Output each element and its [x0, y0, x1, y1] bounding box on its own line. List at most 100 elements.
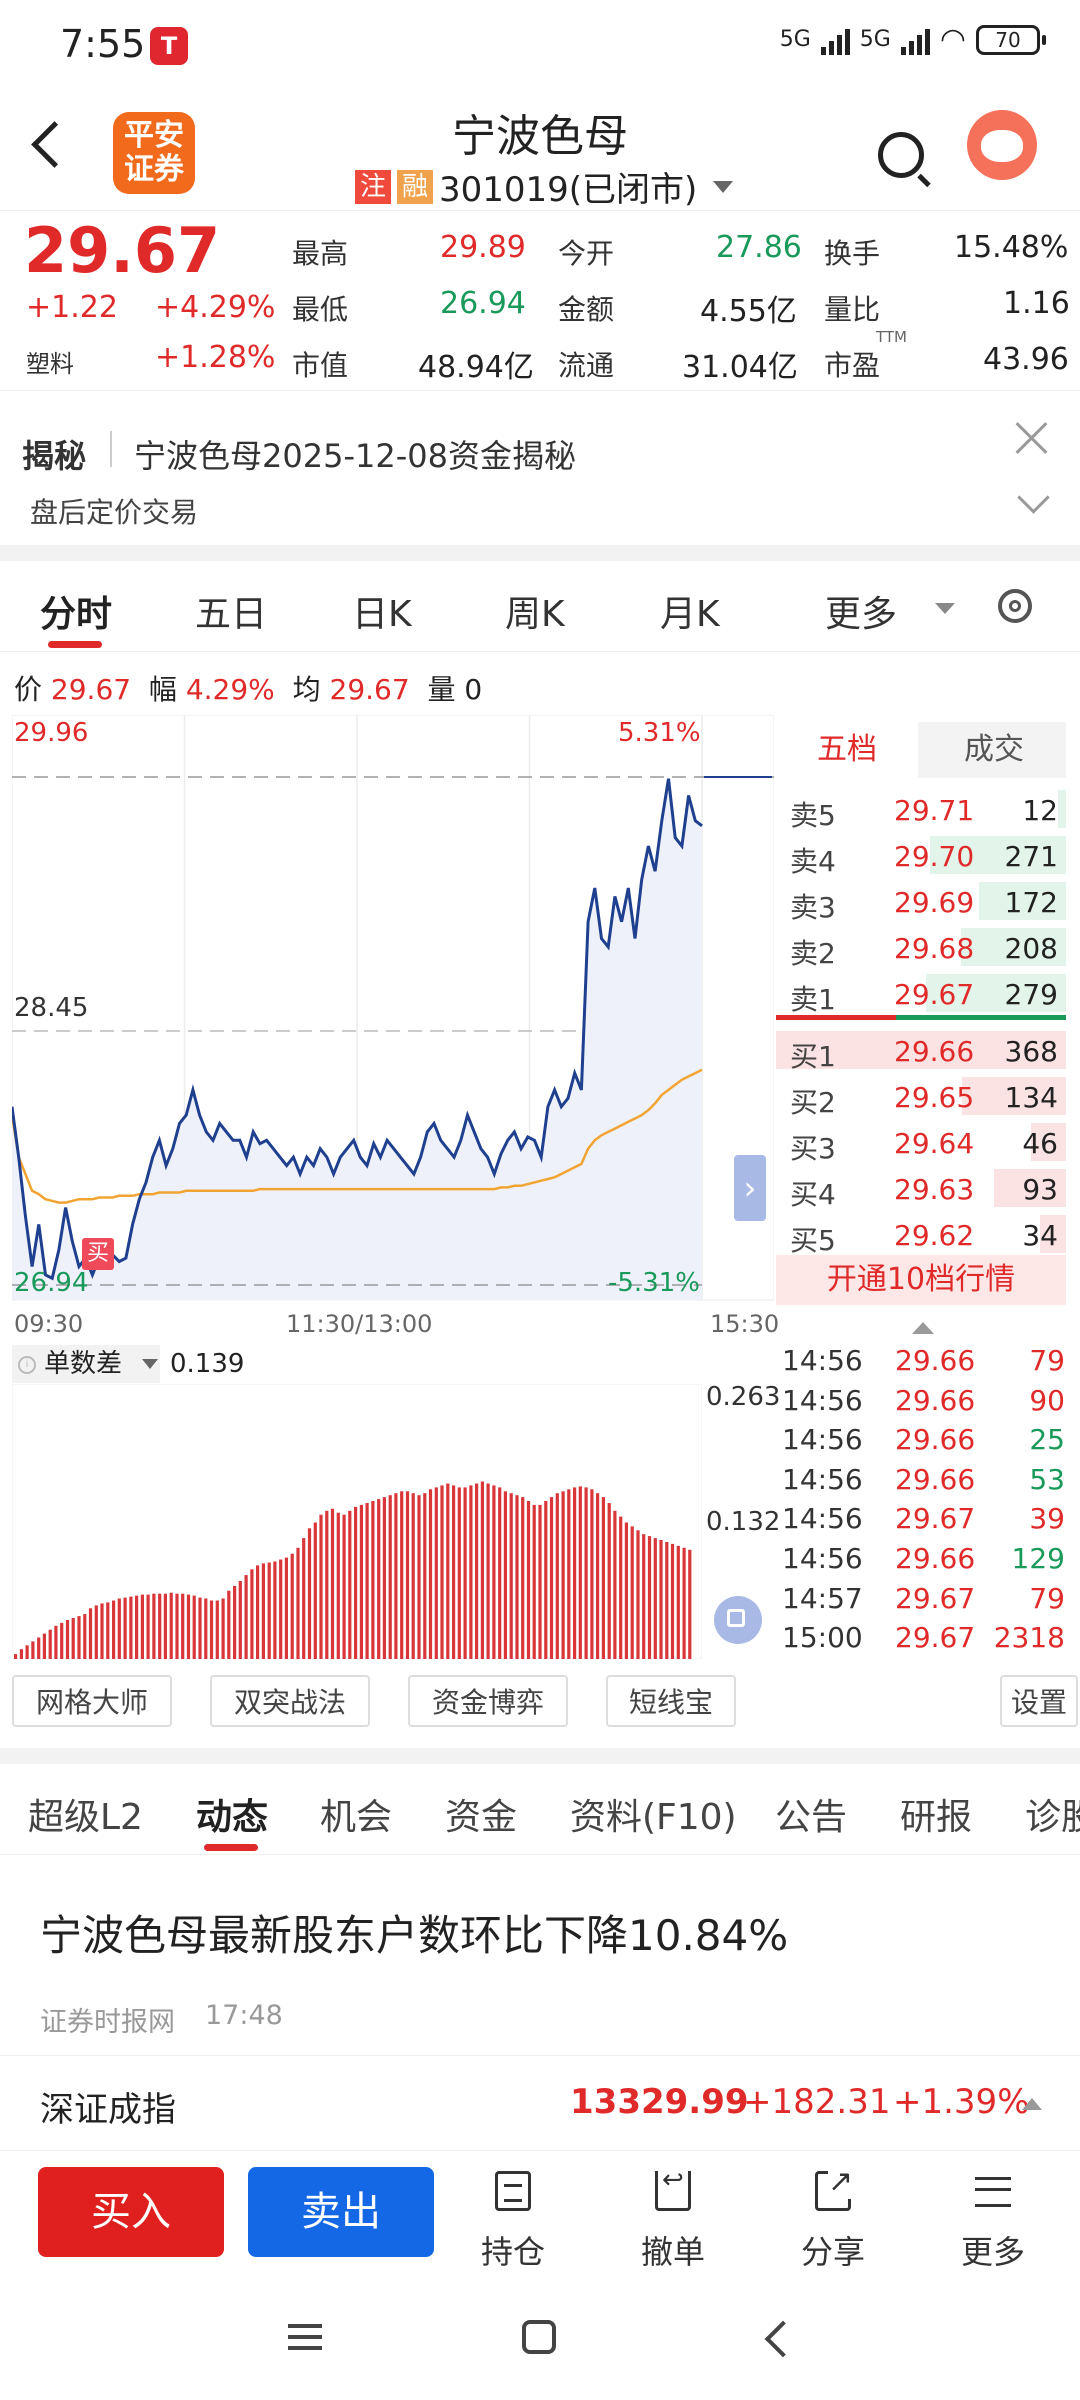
- stock-code-row[interactable]: 注 融 301019(已闭市): [355, 162, 734, 211]
- bid-price: 29.63: [894, 1173, 975, 1206]
- bid-price: 29.66: [894, 1035, 975, 1068]
- buy-button[interactable]: 买入: [38, 2167, 224, 2257]
- nav-back-icon[interactable]: [764, 2320, 802, 2358]
- share-button[interactable]: 分享: [778, 2164, 888, 2271]
- bid-price: 29.64: [894, 1127, 975, 1160]
- tab-daily-k[interactable]: 日K: [352, 594, 412, 635]
- announcement-banner[interactable]: 揭秘 宁波色母2025-12-08资金揭秘 盘后定价交易: [0, 390, 1080, 546]
- open-label: 今开: [558, 237, 615, 270]
- recent-apps-icon[interactable]: [288, 2324, 322, 2350]
- tab-news[interactable]: 动态: [196, 1797, 269, 1838]
- indicator-bar: [302, 1538, 306, 1659]
- ask-depth-bar: [1057, 790, 1066, 828]
- tab-l2[interactable]: 超级L2: [28, 1797, 143, 1838]
- tab-research[interactable]: 研报: [900, 1797, 973, 1838]
- bid-row[interactable]: 买3 29.64 46: [776, 1119, 1066, 1165]
- home-icon[interactable]: [522, 2320, 556, 2354]
- ask-row[interactable]: 卖4 29.70 271: [776, 832, 1066, 878]
- current-price: 29.67: [24, 214, 221, 287]
- indicator-bar: [428, 1489, 433, 1659]
- chevron-down-icon[interactable]: [1017, 481, 1050, 514]
- indicator-bar: [192, 1595, 196, 1659]
- sector-label[interactable]: 塑料: [26, 350, 74, 378]
- chevron-down-icon: [142, 1359, 158, 1369]
- double-break-button[interactable]: 双突战法: [210, 1675, 370, 1727]
- gear-icon[interactable]: [998, 589, 1032, 623]
- status-bar: 7:55 T 5G 5G ◠ 70: [0, 0, 1080, 90]
- grid-master-button[interactable]: 网格大师: [12, 1675, 172, 1727]
- price-value: 29.67: [50, 673, 132, 706]
- ask-row[interactable]: 卖2 29.68 208: [776, 924, 1066, 970]
- bid-row[interactable]: 买4 29.63 93: [776, 1165, 1066, 1211]
- ask-price: 29.70: [894, 840, 975, 873]
- broker-logo[interactable]: 平安证券: [113, 112, 195, 194]
- indicator-bar: [452, 1485, 456, 1659]
- short-term-button[interactable]: 短线宝: [606, 1675, 736, 1727]
- tab-weekly-k[interactable]: 周K: [505, 594, 565, 635]
- indicator-bar: [688, 1549, 692, 1659]
- active-tab-indicator: [204, 1844, 258, 1851]
- tab-monthly-k[interactable]: 月K: [660, 594, 720, 635]
- indicator-bar: [665, 1542, 669, 1659]
- more-button[interactable]: 更多: [938, 2169, 1048, 2271]
- tab-diagnosis[interactable]: 诊股: [1025, 1797, 1080, 1838]
- indicator-chart[interactable]: [12, 1384, 702, 1659]
- tick-volume: 79: [1029, 1344, 1065, 1377]
- announcement-sub[interactable]: 盘后定价交易: [30, 496, 199, 529]
- index-ticker[interactable]: 深证成指 13329.99 +182.31 +1.39%: [0, 2055, 1080, 2150]
- ask-row[interactable]: 卖3 29.69 172: [776, 878, 1066, 924]
- bid-row[interactable]: 买2 29.65 134: [776, 1073, 1066, 1119]
- news-title[interactable]: 宁波色母最新股东户数环比下降10.84%: [40, 1911, 789, 1960]
- indicator-bar: [584, 1487, 588, 1659]
- info-icon[interactable]: i: [18, 1356, 36, 1374]
- tick-price: 29.67: [895, 1502, 976, 1536]
- indicator-bar: [336, 1512, 340, 1659]
- indicator-selector[interactable]: i 单数差: [12, 1345, 160, 1383]
- chevron-up-icon[interactable]: [1022, 2098, 1042, 2110]
- indicator-bar: [400, 1491, 404, 1659]
- tab-deals[interactable]: 成交: [964, 732, 1024, 767]
- bid-depth-bar: [1031, 1123, 1066, 1161]
- ask-qty: 279: [1004, 978, 1058, 1011]
- close-icon[interactable]: [1015, 421, 1049, 455]
- cancel-order-button[interactable]: 撤单: [618, 2165, 728, 2271]
- bid-depth-bar: [961, 1077, 1066, 1115]
- capital-game-button[interactable]: 资金博弈: [408, 1675, 568, 1727]
- tab-five-day[interactable]: 五日: [195, 594, 268, 635]
- tab-f10[interactable]: 资料(F10): [570, 1797, 737, 1838]
- bid-row[interactable]: 买5 29.62 34: [776, 1211, 1066, 1257]
- ask-row[interactable]: 卖5 29.71 12: [776, 786, 1066, 832]
- time-end-label: 15:30: [710, 1310, 780, 1338]
- tab-opportunity[interactable]: 机会: [320, 1797, 393, 1838]
- indicator-bar: [555, 1493, 559, 1659]
- bid-row[interactable]: 买1 29.66 368: [776, 1027, 1066, 1073]
- chart-tabs: 分时 五日 日K 周K 月K 更多: [0, 561, 1080, 652]
- sell-button[interactable]: 卖出: [248, 2167, 434, 2257]
- chevron-down-icon[interactable]: [935, 603, 955, 614]
- intraday-chart[interactable]: [12, 715, 774, 1305]
- level10-button[interactable]: 开通10档行情: [776, 1255, 1066, 1305]
- tab-five-levels[interactable]: 五档: [776, 722, 918, 778]
- tab-capital[interactable]: 资金: [445, 1797, 518, 1838]
- ask-price: 29.69: [894, 886, 975, 919]
- float-label: 流通: [558, 349, 615, 382]
- pe-label: 市盈: [824, 349, 881, 382]
- announcement-text[interactable]: 宁波色母2025-12-08资金揭秘: [134, 437, 576, 475]
- fullscreen-icon[interactable]: [714, 1596, 762, 1644]
- tick-time: 14:56: [782, 1462, 863, 1496]
- search-icon[interactable]: [878, 132, 924, 178]
- ask-row[interactable]: 卖1 29.67 279: [776, 970, 1066, 1016]
- tab-intraday[interactable]: 分时: [40, 594, 113, 635]
- tab-notices[interactable]: 公告: [775, 1797, 848, 1838]
- holdings-button[interactable]: 持仓: [458, 2169, 568, 2271]
- indicator-bar: [492, 1485, 496, 1659]
- avatar[interactable]: [967, 110, 1037, 180]
- buy-marker[interactable]: 买: [82, 1238, 114, 1270]
- tab-more[interactable]: 更多: [825, 594, 898, 635]
- indicator-bar: [613, 1510, 617, 1659]
- network-5g-label: 5G: [779, 27, 811, 52]
- settings-button[interactable]: 设置: [1000, 1675, 1078, 1727]
- chevron-right-icon[interactable]: ›: [734, 1155, 766, 1221]
- indicator-bar: [152, 1593, 156, 1659]
- chevron-up-icon[interactable]: [912, 1322, 934, 1334]
